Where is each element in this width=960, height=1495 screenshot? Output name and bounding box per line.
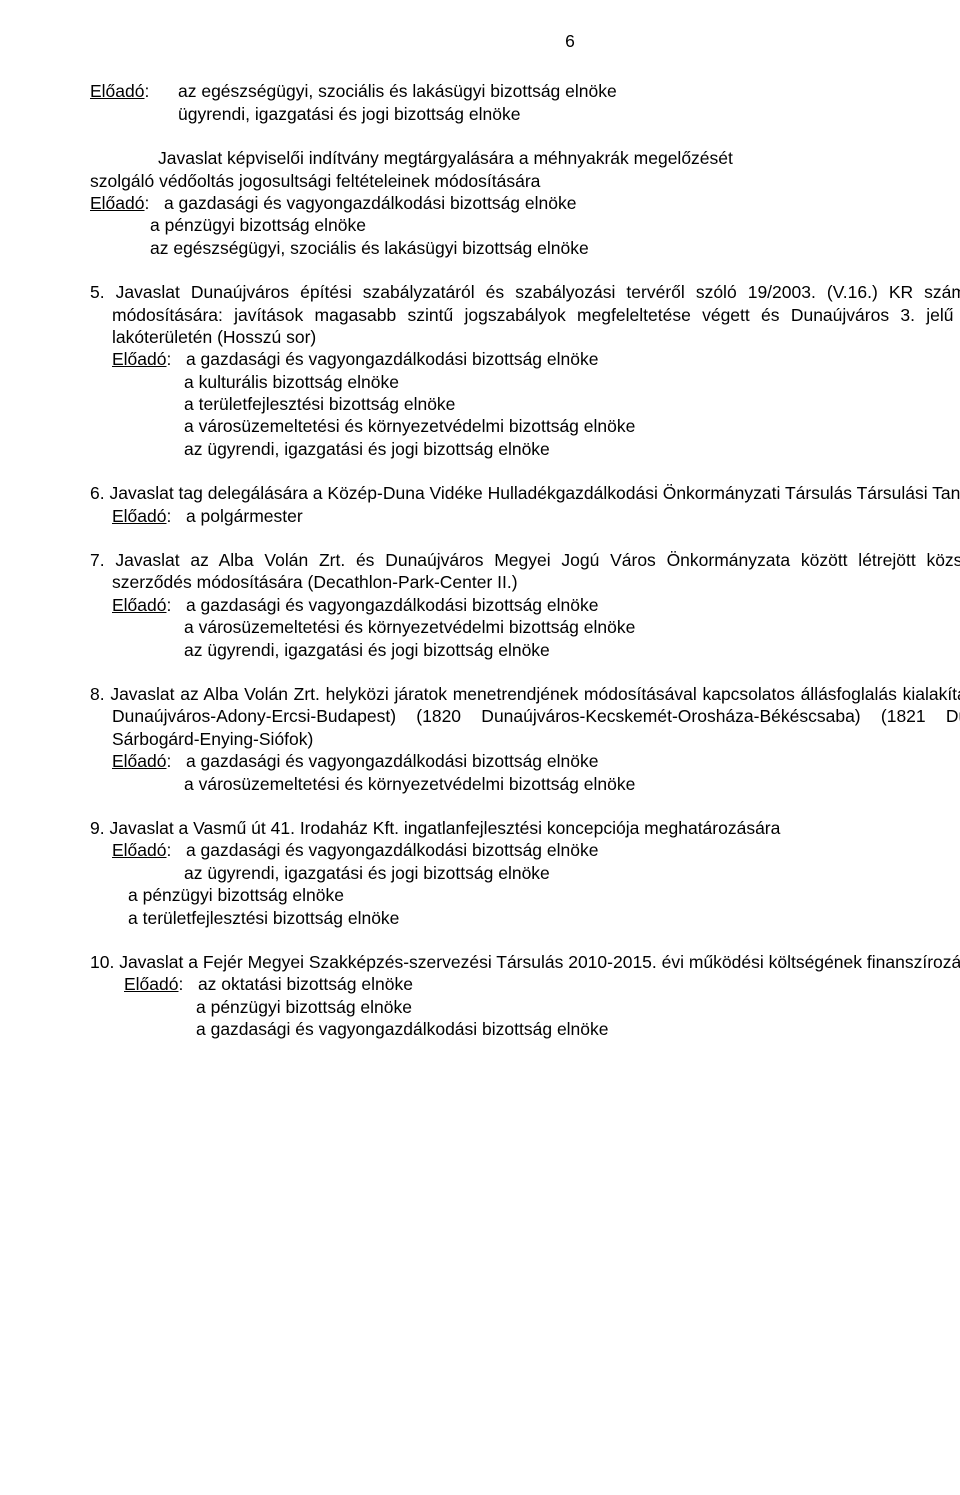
item-9: 9. Javaslat a Vasmű út 41. Irodaház Kft.…: [90, 817, 960, 929]
eloado-line: a gazdasági és vagyongazdálkodási bizott…: [186, 751, 599, 771]
item-8: 8. Javaslat az Alba Volán Zrt. helyközi …: [90, 683, 960, 795]
page-number: 6: [90, 30, 960, 52]
eloado-line: a városüzemeltetési és környezetvédelmi …: [184, 773, 960, 795]
item-title: Javaslat a Fejér Megyei Szakképzés-szerv…: [119, 952, 960, 972]
eloado-label: Előadó: [112, 840, 167, 860]
eloado-label: Előadó: [90, 81, 145, 101]
item-4-body: Javaslat képviselői indítvány megtárgyal…: [90, 147, 960, 259]
item-number: 5.: [90, 282, 105, 302]
eloado-line: a pénzügyi bizottság elnöke: [128, 884, 960, 906]
item-title: Javaslat az Alba Volán Zrt. helyközi jár…: [110, 684, 960, 749]
item-10: 10. Javaslat a Fejér Megyei Szakképzés-s…: [90, 951, 960, 1041]
eloado-line: az ügyrendi, igazgatási és jogi bizottsá…: [184, 862, 960, 884]
pre-line: ügyrendi, igazgatási és jogi bizottság e…: [178, 103, 617, 125]
pre-line: az egészségügyi, szociális és lakásügyi …: [178, 80, 617, 102]
eloado-line: a gazdasági és vagyongazdálkodási bizott…: [186, 349, 599, 369]
eloado-label: Előadó: [124, 974, 179, 994]
eloado-line: az ügyrendi, igazgatási és jogi bizottsá…: [184, 639, 960, 661]
item-number: 10.: [90, 952, 114, 972]
eloado-line: a területfejlesztési bizottság elnöke: [184, 393, 960, 415]
eloado-line: a gazdasági és vagyongazdálkodási bizott…: [186, 595, 599, 615]
eloado-line: a városüzemeltetési és környezetvédelmi …: [184, 616, 960, 638]
title-line: Javaslat képviselői indítvány megtárgyal…: [158, 148, 733, 168]
eloado-line: a városüzemeltetési és környezetvédelmi …: [184, 415, 960, 437]
eloado-label: Előadó: [112, 349, 167, 369]
item-title: Javaslat Dunaújváros építési szabályzatá…: [112, 282, 960, 347]
eloado-line: a kulturális bizottság elnöke: [184, 371, 960, 393]
eloado-line: a pénzügyi bizottság elnöke: [150, 214, 960, 236]
eloado-line: a gazdasági és vagyongazdálkodási bizott…: [186, 840, 599, 860]
item-4-preamble: Előadó: az egészségügyi, szociális és la…: [90, 80, 960, 125]
eloado-line: az oktatási bizottság elnöke: [198, 974, 413, 994]
eloado-line: a pénzügyi bizottság elnöke: [196, 996, 960, 1018]
item-title: Javaslat tag delegálására a Közép-Duna V…: [109, 483, 960, 503]
item-number: 9.: [90, 818, 105, 838]
item-number: 8.: [90, 684, 105, 704]
item-6: 6. Javaslat tag delegálására a Közép-Dun…: [90, 482, 960, 527]
eloado-line: az egészségügyi, szociális és lakásügyi …: [150, 237, 960, 259]
eloado-line: az ügyrendi, igazgatási és jogi bizottsá…: [184, 438, 960, 460]
item-5: 5. Javaslat Dunaújváros építési szabályz…: [90, 281, 960, 460]
eloado-label: Előadó: [112, 751, 167, 771]
eloado-line: a területfejlesztési bizottság elnöke: [128, 907, 960, 929]
item-title: Javaslat a Vasmű út 41. Irodaház Kft. in…: [109, 818, 780, 838]
eloado-line: a gazdasági és vagyongazdálkodási bizott…: [196, 1018, 960, 1040]
item-7: 7. Javaslat az Alba Volán Zrt. és Dunaúj…: [90, 549, 960, 661]
item-title: Javaslat az Alba Volán Zrt. és Dunaújvár…: [112, 550, 960, 592]
eloado-label: Előadó: [112, 506, 167, 526]
eloado-line: a polgármester: [186, 506, 303, 526]
eloado-label: Előadó: [112, 595, 167, 615]
item-number: 7.: [90, 550, 105, 570]
item-number: 6.: [90, 483, 105, 503]
title-line: szolgáló védőoltás jogosultsági feltétel…: [90, 170, 960, 192]
eloado-label: Előadó: [90, 193, 145, 213]
eloado-line: a gazdasági és vagyongazdálkodási bizott…: [164, 193, 577, 213]
